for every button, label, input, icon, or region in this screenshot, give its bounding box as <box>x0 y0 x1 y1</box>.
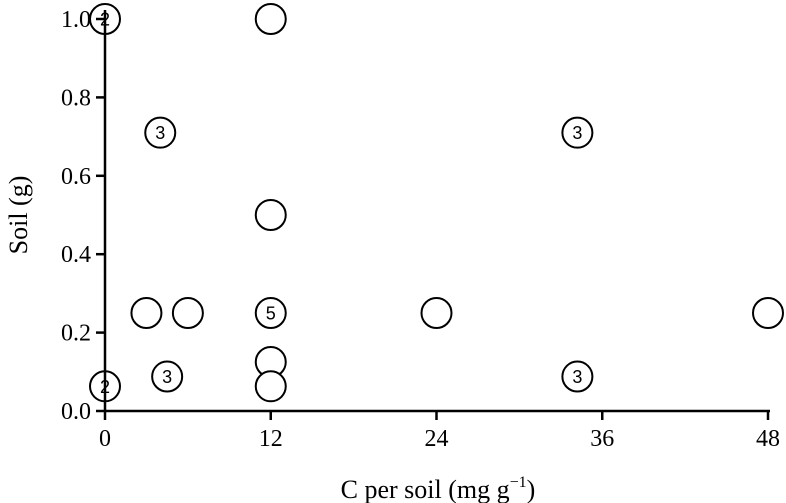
y-tick-label: 1.0 <box>61 7 91 33</box>
data-point-marker <box>130 297 163 329</box>
data-point-marker <box>254 370 287 403</box>
data-point: 3 <box>151 360 184 393</box>
data-point <box>130 297 163 329</box>
data-point-count-label: 3 <box>162 367 172 387</box>
data-point <box>420 297 453 329</box>
data-point-marker <box>254 297 287 329</box>
data-point: 3 <box>561 360 594 393</box>
data-point-marker <box>561 116 594 149</box>
y-tick-label: 0.4 <box>61 242 91 268</box>
y-tick-label: 0.6 <box>61 164 91 190</box>
data-point <box>254 370 287 403</box>
data-point-count-label: 3 <box>155 123 165 143</box>
data-point-marker <box>254 3 287 35</box>
x-tick-label: 0 <box>99 426 111 452</box>
data-point-marker <box>171 297 204 329</box>
data-point-marker <box>144 116 177 149</box>
data-point-count-label: 3 <box>572 123 582 143</box>
y-ticks: 0.0 0.2 0.4 0.6 0.8 1.0 <box>61 7 105 425</box>
x-tick-label: 36 <box>590 426 614 452</box>
y-tick-label: 0.8 <box>61 85 91 111</box>
data-point-count-label: 3 <box>572 367 582 387</box>
x-ticks: 0 12 24 36 48 <box>99 411 780 452</box>
data-point <box>254 199 287 231</box>
y-axis-title: Soil (g) <box>4 176 33 255</box>
data-point <box>752 297 784 329</box>
points-layer: 2335332 <box>89 3 784 403</box>
data-point-marker <box>420 297 453 329</box>
data-point-marker <box>254 199 287 231</box>
data-point: 5 <box>254 297 287 329</box>
y-tick-label: 0.2 <box>61 321 91 347</box>
data-point-count-label: 5 <box>266 304 276 324</box>
y-tick-label: 0.0 <box>61 399 91 425</box>
x-axis-title: C per soil (mg g−1) <box>341 474 536 503</box>
x-tick-label: 48 <box>756 426 780 452</box>
data-point: 3 <box>561 116 594 149</box>
data-point <box>171 297 204 329</box>
data-point <box>254 3 287 35</box>
data-point-marker <box>752 297 784 329</box>
x-tick-label: 12 <box>259 426 283 452</box>
data-point-marker <box>151 360 184 393</box>
x-tick-label: 24 <box>425 426 449 452</box>
data-point-marker <box>561 360 594 393</box>
data-point: 3 <box>144 116 177 149</box>
